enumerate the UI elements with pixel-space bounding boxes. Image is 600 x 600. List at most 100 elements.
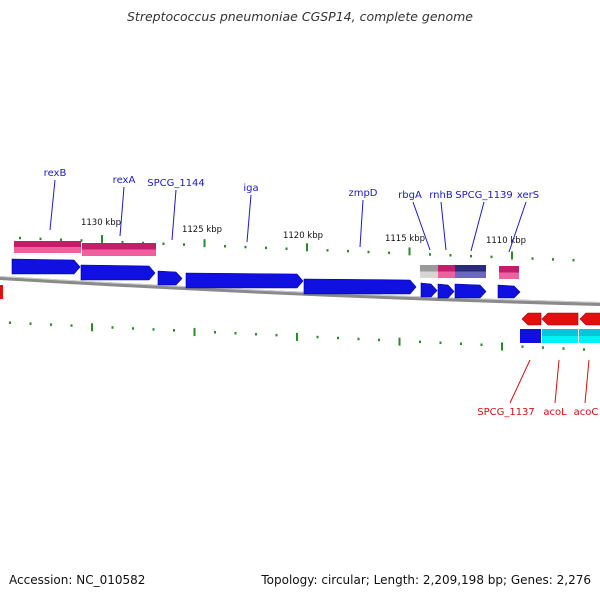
leader-line — [49, 179, 56, 231]
scale-label: 1120 kbp — [283, 231, 323, 241]
leader-line — [470, 201, 485, 252]
gene-label-zmpd: zmpD — [348, 188, 377, 199]
grey-feature — [420, 265, 438, 272]
genome-backbone — [0, 276, 600, 306]
gene-label-xers: xerS — [517, 190, 539, 201]
gene-label-rexa: rexA — [113, 175, 136, 186]
major-tick — [91, 323, 93, 332]
forward-cds-arrow — [11, 258, 81, 275]
major-tick — [296, 332, 298, 341]
pink-feature — [438, 271, 455, 278]
gene-label-spcg_1144: SPCG_1144 — [147, 178, 205, 189]
gene-label-acoc: acoC — [574, 407, 599, 418]
major-tick — [511, 251, 513, 260]
gene-label-spcg_1139: SPCG_1139 — [455, 190, 513, 201]
leader-line — [508, 201, 527, 253]
minor-tick — [388, 251, 390, 255]
minor-tick — [275, 333, 278, 337]
pink-feature — [14, 247, 81, 253]
minor-tick — [19, 236, 21, 240]
minor-tick — [449, 254, 452, 257]
minor-tick — [173, 329, 175, 332]
minor-tick — [50, 323, 52, 326]
minor-tick — [326, 249, 329, 252]
minor-tick — [542, 346, 544, 349]
leader-line — [509, 359, 531, 404]
minor-tick — [531, 257, 534, 260]
minor-tick — [152, 328, 155, 331]
label-layer: 1130 kbp 1125 kbp 1120 kbp 1115 kbp 1110 kbp… — [44, 168, 599, 418]
scale-label: 1115 kbp — [385, 234, 425, 244]
minor-tick — [521, 345, 524, 348]
topology-text: Topology: circular; Length: 2,209,198 bp… — [261, 573, 591, 587]
minor-tick — [9, 321, 11, 324]
pink-feature — [82, 243, 156, 250]
minor-tick — [39, 237, 42, 241]
minor-tick — [183, 243, 185, 246]
minor-tick — [316, 335, 319, 339]
cyan-feature — [579, 336, 600, 343]
cyan-feature — [542, 336, 578, 343]
leader-line — [359, 199, 364, 248]
grey-feature — [420, 271, 438, 278]
feature-track — [0, 241, 600, 343]
blue-feature — [520, 329, 541, 343]
leader-line — [171, 189, 177, 241]
minor-tick — [572, 258, 575, 262]
reverse-cds-edge — [0, 285, 3, 299]
leader-line — [584, 359, 590, 404]
minor-tick — [255, 332, 257, 336]
minor-tick — [347, 249, 349, 253]
forward-cds-arrow — [454, 283, 487, 299]
genome-backbone-highlight — [0, 276, 600, 303]
forward-cds-arrow — [437, 283, 455, 299]
minor-tick — [162, 242, 165, 246]
leader-line — [246, 194, 252, 243]
minor-tick — [583, 348, 585, 351]
pink-feature — [499, 266, 519, 273]
minor-tick — [224, 245, 226, 248]
major-tick — [306, 243, 308, 252]
gene-label-rnhb: rnhB — [429, 190, 453, 201]
minor-tick — [470, 254, 472, 258]
minor-tick — [378, 338, 380, 342]
reverse-cds-arrow — [521, 312, 542, 326]
gene-label-iga: iga — [243, 183, 258, 194]
forward-cds-arrow — [80, 264, 156, 281]
pink-feature — [14, 241, 81, 247]
minor-tick — [265, 246, 267, 250]
forward-cds-arrow — [303, 278, 417, 295]
minor-tick — [460, 342, 462, 346]
minor-tick — [562, 347, 565, 350]
leader-line — [440, 201, 447, 251]
scale-label: 1110 kbp — [486, 236, 526, 246]
gene-label-rexb: rexB — [44, 168, 67, 179]
minor-tick — [111, 326, 114, 329]
major-tick — [501, 342, 503, 351]
cyan-feature — [542, 329, 578, 336]
gene-label-spcg_1137: SPCG_1137 — [477, 407, 535, 418]
minor-tick — [142, 241, 144, 245]
minor-tick — [490, 255, 493, 259]
minor-tick — [29, 322, 32, 325]
leader-line — [554, 359, 560, 404]
minor-tick — [429, 253, 431, 256]
reverse-cds-arrow — [541, 312, 579, 326]
major-tick — [193, 328, 196, 337]
pink-feature — [438, 265, 455, 272]
minor-tick — [439, 341, 442, 345]
scale-label: 1130 kbp — [81, 218, 121, 228]
leader-line — [119, 186, 125, 237]
minor-tick — [234, 331, 237, 335]
minor-tick — [357, 337, 360, 341]
minor-tick — [214, 331, 216, 334]
pink-feature — [82, 249, 156, 256]
major-tick — [408, 247, 411, 256]
minor-tick — [552, 258, 554, 261]
minor-tick — [285, 247, 288, 250]
minor-tick — [480, 343, 483, 346]
scale-label: 1125 kbp — [182, 225, 222, 235]
minor-tick — [121, 240, 124, 244]
minor-tick — [132, 327, 134, 330]
